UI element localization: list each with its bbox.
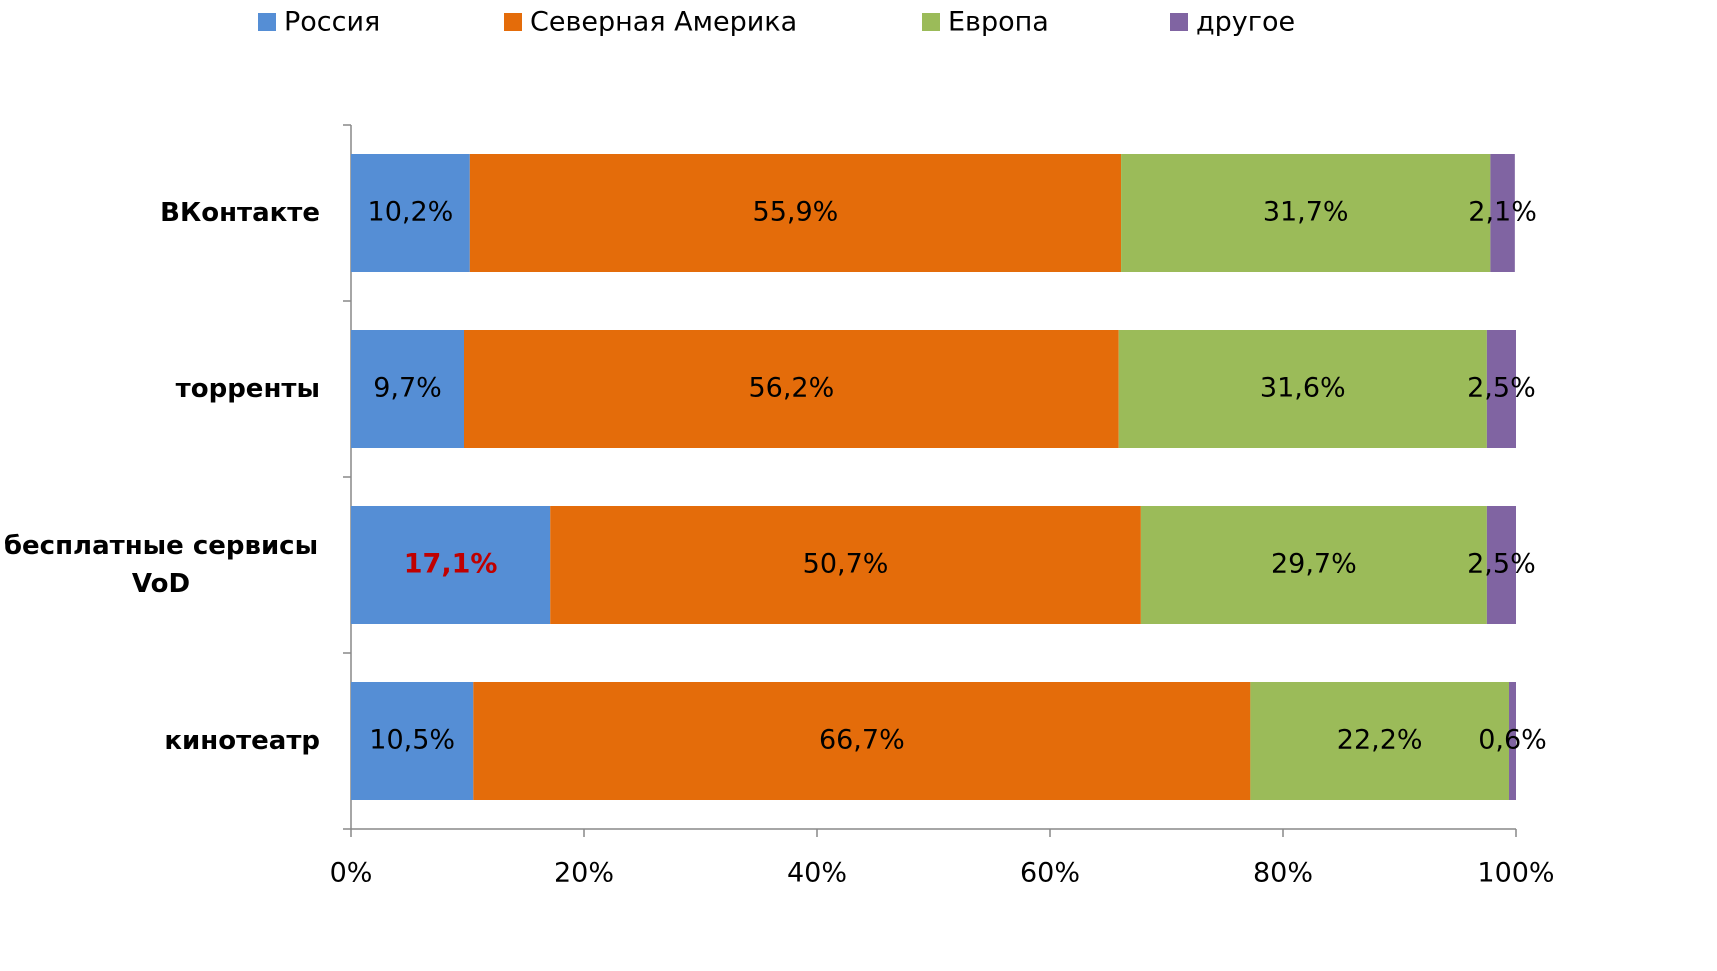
x-tick-label: 40% <box>787 858 847 889</box>
value-label: 29,7% <box>1271 549 1357 580</box>
value-label: 10,5% <box>369 725 455 756</box>
value-label: 66,7% <box>819 725 905 756</box>
x-tick-label: 20% <box>554 858 614 889</box>
legend-label: Европа <box>948 7 1049 38</box>
x-tick-label: 100% <box>1477 858 1554 889</box>
value-label: 2,5% <box>1467 373 1536 404</box>
value-label: 31,6% <box>1260 373 1346 404</box>
legend-label: Россия <box>284 7 380 38</box>
category-label: ВКонтакте <box>160 194 320 232</box>
value-label: 50,7% <box>803 549 889 580</box>
category-label: бесплатные сервисы VoD <box>2 527 320 603</box>
value-label: 17,1% <box>404 549 498 580</box>
value-label: 2,1% <box>1468 197 1537 228</box>
value-label: 10,2% <box>368 197 454 228</box>
value-label: 0,6% <box>1478 725 1547 756</box>
legend-swatch <box>1170 13 1188 31</box>
value-label: 55,9% <box>753 197 839 228</box>
x-tick-label: 60% <box>1020 858 1080 889</box>
value-label: 31,7% <box>1263 197 1349 228</box>
value-label: 2,5% <box>1467 549 1536 580</box>
legend-label: Северная Америка <box>530 7 797 38</box>
value-label: 9,7% <box>373 373 442 404</box>
legend-swatch <box>258 13 276 31</box>
category-label: кинотеатр <box>164 722 320 760</box>
value-label: 56,2% <box>748 373 834 404</box>
legend-swatch <box>922 13 940 31</box>
chart: 0% 20% 40% 60% 80% 100% Россия Северная Америка… <box>0 0 1717 971</box>
value-label: 22,2% <box>1337 725 1423 756</box>
legend-label: другое <box>1196 7 1295 38</box>
x-tick-label: 80% <box>1253 858 1313 889</box>
legend-swatch <box>504 13 522 31</box>
category-label: торренты <box>176 370 320 408</box>
x-tick-label: 0% <box>330 858 373 889</box>
page: 0% 20% 40% 60% 80% 100% Россия Северная Америка… <box>0 0 1717 971</box>
